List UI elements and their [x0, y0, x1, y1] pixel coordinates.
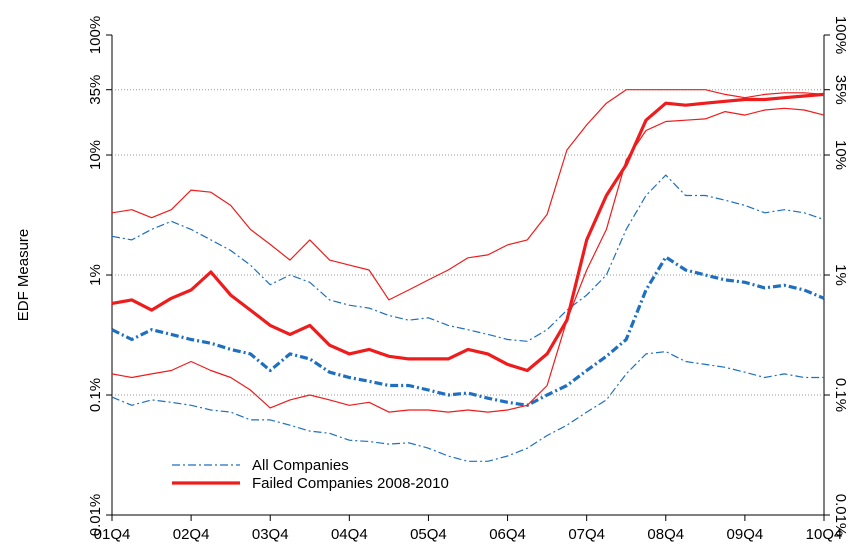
line [111, 92, 825, 373]
legend-label: All Companies [252, 457, 349, 474]
line [111, 107, 825, 413]
y2-tick-label: 10% [832, 140, 849, 170]
x-tick-label: 03Q4 [252, 526, 289, 543]
x-tick-label: 01Q4 [94, 526, 131, 543]
y2-tick-label: 0.1% [832, 378, 849, 412]
x-tick-label: 02Q4 [173, 526, 210, 543]
y2-tick-label: 0.01% [832, 494, 849, 537]
x-tick-label: 07Q4 [568, 526, 605, 543]
x-tick-label: 06Q4 [489, 526, 526, 543]
line [111, 89, 825, 301]
y-tick-label: 35% [87, 75, 104, 105]
y-tick-label: 10% [87, 140, 104, 170]
y-axis-title: EDF Measure [15, 229, 32, 322]
y2-tick-label: 100% [832, 16, 849, 54]
line [111, 351, 824, 462]
legend-label: Failed Companies 2008-2010 [252, 475, 449, 492]
x-tick-label: 08Q4 [647, 526, 684, 543]
y-tick-label: 1% [87, 264, 104, 286]
y2-tick-label: 35% [832, 75, 849, 105]
y-tick-label: 100% [87, 16, 104, 54]
x-tick-label: 10Q4 [806, 526, 843, 543]
x-tick-label: 05Q4 [410, 526, 447, 543]
x-tick-label: 09Q4 [727, 526, 764, 543]
y2-tick-label: 1% [832, 264, 849, 286]
x-tick-label: 04Q4 [331, 526, 368, 543]
y-tick-label: 0.1% [87, 378, 104, 412]
line [111, 174, 825, 342]
y-tick-label: 0.01% [87, 494, 104, 537]
